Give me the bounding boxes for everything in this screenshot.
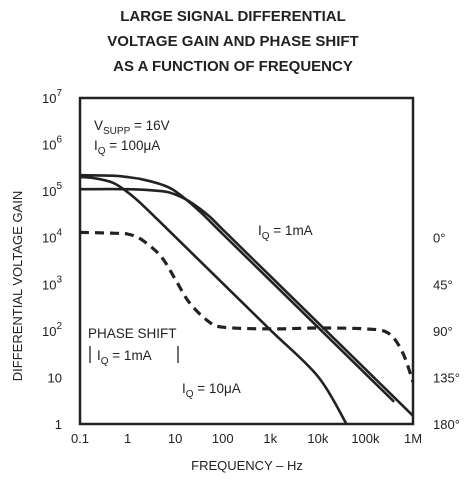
y-tick-label: 10 [48, 370, 62, 385]
y-tick-label: 104 [42, 228, 62, 246]
x-tick-label: 0.1 [71, 431, 89, 446]
y-tick-label: 107 [42, 88, 62, 106]
phase-tick-label: 0° [433, 231, 445, 246]
phase-tick-labels: 0° 45° 90° 135° 180° [433, 231, 460, 432]
y-tick-label: 105 [42, 181, 62, 199]
iq-1ma-annotation: IQ = 1mA [258, 223, 313, 242]
chart-title-line-3: AS A FUNCTION OF FREQUENCY [113, 58, 353, 75]
y-tick-label: 102 [42, 321, 62, 339]
x-tick-label: 1 [124, 431, 131, 446]
x-tick-label: 100 [212, 431, 234, 446]
gain-line [79, 175, 348, 425]
phase-tick-label: 45° [433, 277, 453, 292]
phase-shift-line [79, 230, 415, 383]
phase-shift-annotation: PHASE SHIFT [88, 326, 177, 341]
iq-10ua-annotation: IQ = 10μA [182, 381, 241, 400]
iq-100ua-annotation: IQ = 100μA [94, 138, 160, 157]
x-tick-label: 1k [263, 431, 277, 446]
y-tick-label: 1 [55, 417, 62, 432]
phase-tick-label: 90° [433, 324, 453, 339]
plot-frame [78, 96, 415, 426]
gain-line [79, 187, 414, 417]
x-tick-label: 10 [168, 431, 182, 446]
x-axis-label: FREQUENCY – Hz [191, 458, 303, 473]
x-tick-labels: 0.1 1 10 100 1k 10k 100k 1M [71, 431, 422, 446]
phase-tick-label: 135° [433, 370, 460, 385]
x-tick-label: 100k [351, 431, 380, 446]
phase-tick-label: 180° [433, 417, 460, 432]
series-lines [79, 173, 415, 425]
y-tick-label: 106 [42, 135, 62, 153]
y-tick-labels: 1 10 102 103 104 105 106 107 [42, 88, 62, 432]
y-tick-label: 103 [42, 274, 62, 292]
phase-iq-annotation: IQ = 1mA [97, 348, 152, 367]
chart-title-line-2: VOLTAGE GAIN AND PHASE SHIFT [107, 33, 358, 50]
chart-title-line-1: LARGE SIGNAL DIFFERENTIAL [120, 8, 346, 25]
x-tick-label: 10k [307, 431, 328, 446]
gain-line [79, 173, 396, 403]
y-axis-label: DIFFERENTIAL VOLTAGE GAIN [10, 191, 25, 381]
x-tick-label: 1M [404, 431, 422, 446]
vsupp-annotation: VSUPP = 16V [94, 118, 170, 137]
